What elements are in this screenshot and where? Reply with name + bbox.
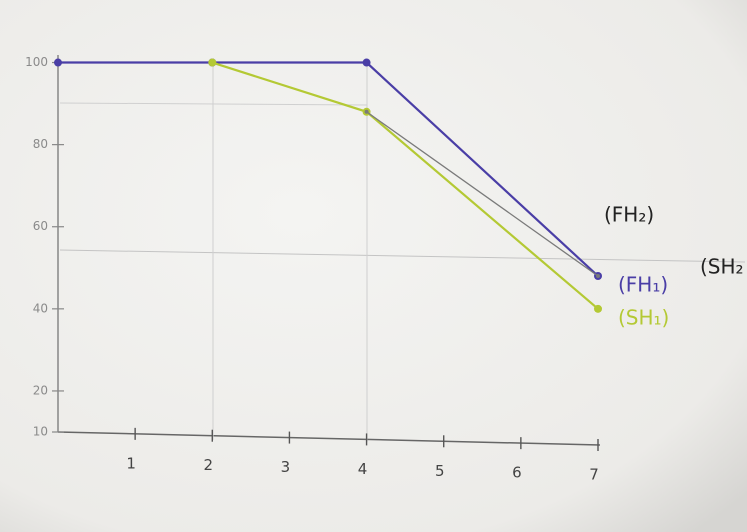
annotation: (FH₂) <box>604 203 654 227</box>
chart: 10 20 40 60 80 100 1 2 3 4 5 6 7 (FH₁) (SH₁) (FH₂) (SH₂ <box>0 0 747 532</box>
x-tick-label: 3 <box>281 458 291 476</box>
annotation: (SH₂ <box>700 255 744 279</box>
x-tick-label: 2 <box>204 456 214 474</box>
x-tick-label: 4 <box>358 460 368 478</box>
x-tick-label: 6 <box>512 464 522 482</box>
data-point <box>208 59 216 67</box>
x-tick-label: 7 <box>589 466 599 484</box>
data-point <box>594 305 602 313</box>
data-point <box>54 59 62 67</box>
data-point <box>365 110 369 114</box>
y-tick-label: 60 <box>33 219 48 233</box>
y-tick-label: 20 <box>33 383 48 397</box>
series-label: (SH₁) <box>618 305 669 329</box>
data-point <box>363 59 371 67</box>
x-tick-label: 5 <box>435 462 445 480</box>
paper <box>0 0 747 532</box>
y-tick-label: 100 <box>25 55 48 69</box>
y-tick-label: 80 <box>33 137 48 151</box>
y-tick-label: 10 <box>33 425 48 439</box>
data-point <box>596 274 600 278</box>
y-tick-label: 40 <box>33 301 48 315</box>
series-label: (FH₁) <box>618 273 668 297</box>
x-tick-label: 1 <box>126 454 136 472</box>
